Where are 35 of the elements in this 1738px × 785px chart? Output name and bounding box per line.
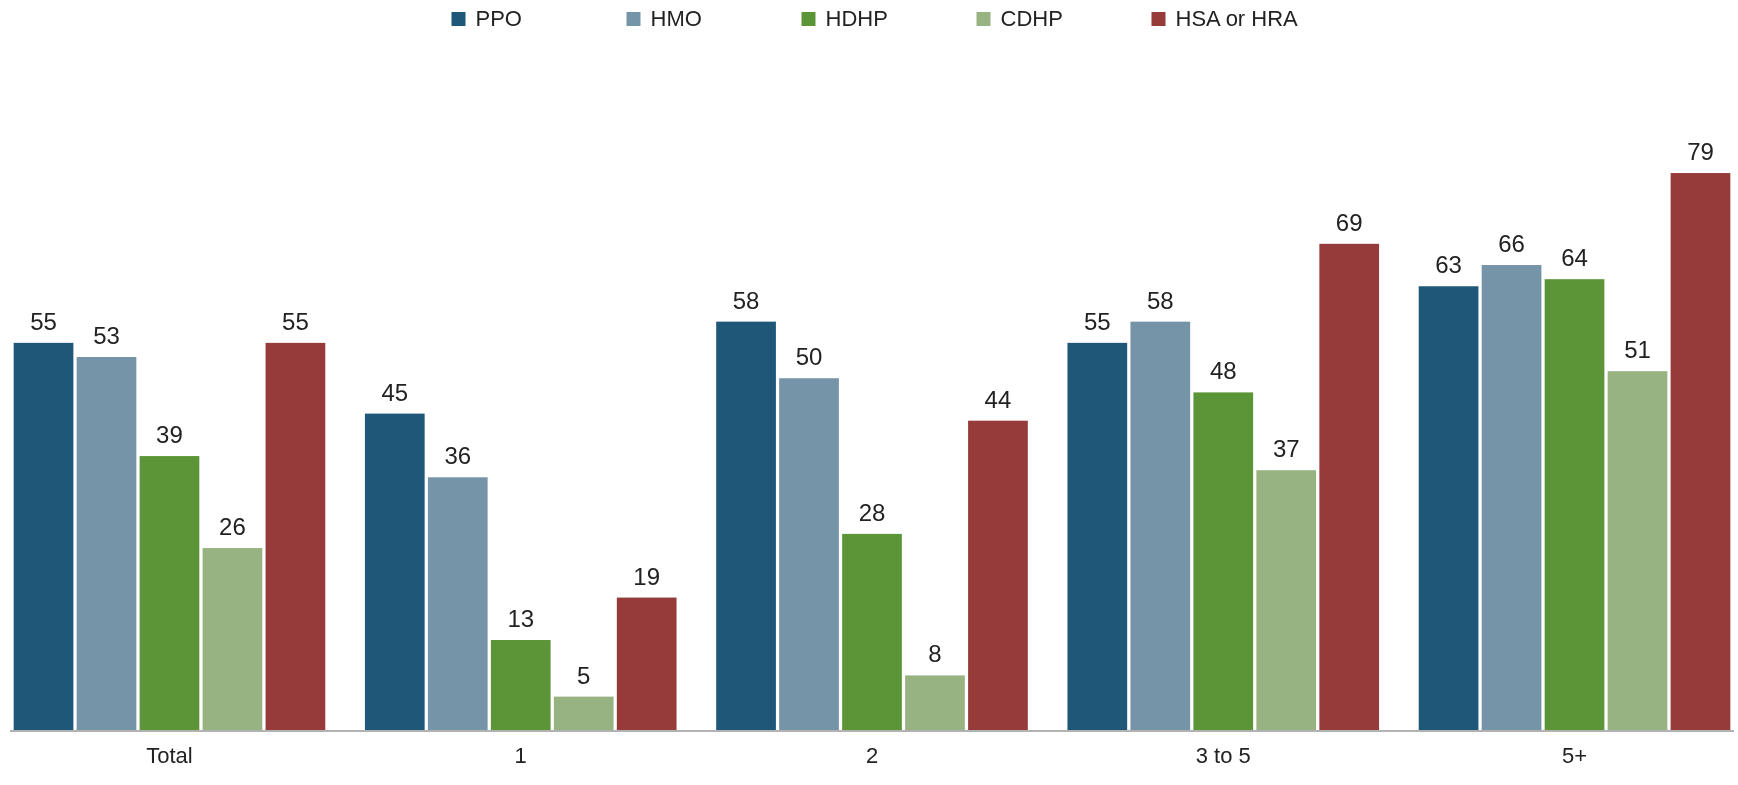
data-label: 55 [1083,307,1111,335]
data-label: 8 [928,640,942,668]
data-label: 55 [30,307,57,335]
legend-label: HDHP [825,6,888,31]
data-label: 36 [444,442,472,470]
data-label: 28 [858,498,886,526]
x-tick-label: 2 [865,743,879,768]
data-label: 5 [577,661,591,689]
x-tick-label: 3 to 5 [1195,743,1251,768]
data-label: 51 [1624,336,1651,364]
data-label: 64 [1561,244,1588,272]
data-label: 55 [282,307,309,335]
legend-label: HMO [650,6,702,31]
data-label: 26 [219,513,246,541]
data-label: 66 [1498,230,1525,258]
x-tick-label: 1 [514,743,527,768]
data-label: 79 [1687,138,1714,166]
data-label: 37 [1272,435,1300,463]
data-label: 53 [93,322,120,350]
data-label: 13 [507,605,535,633]
data-label: 48 [1209,357,1237,385]
legend-label: PPO [475,6,522,31]
x-tick-label: Total [146,743,193,768]
data-label: 50 [795,343,823,371]
data-label: 58 [732,286,760,314]
data-label: 69 [1335,208,1363,236]
legend-label: HSA or HRA [1175,6,1299,31]
data-label: 45 [381,378,409,406]
data-label: 39 [156,421,183,449]
data-label: 63 [1435,251,1462,279]
data-label: 58 [1146,286,1174,314]
x-tick-label: 5+ [1561,743,1588,768]
data-label: 19 [633,562,661,590]
data-label: 44 [984,385,1012,413]
legend-label: CDHP [1000,6,1063,31]
